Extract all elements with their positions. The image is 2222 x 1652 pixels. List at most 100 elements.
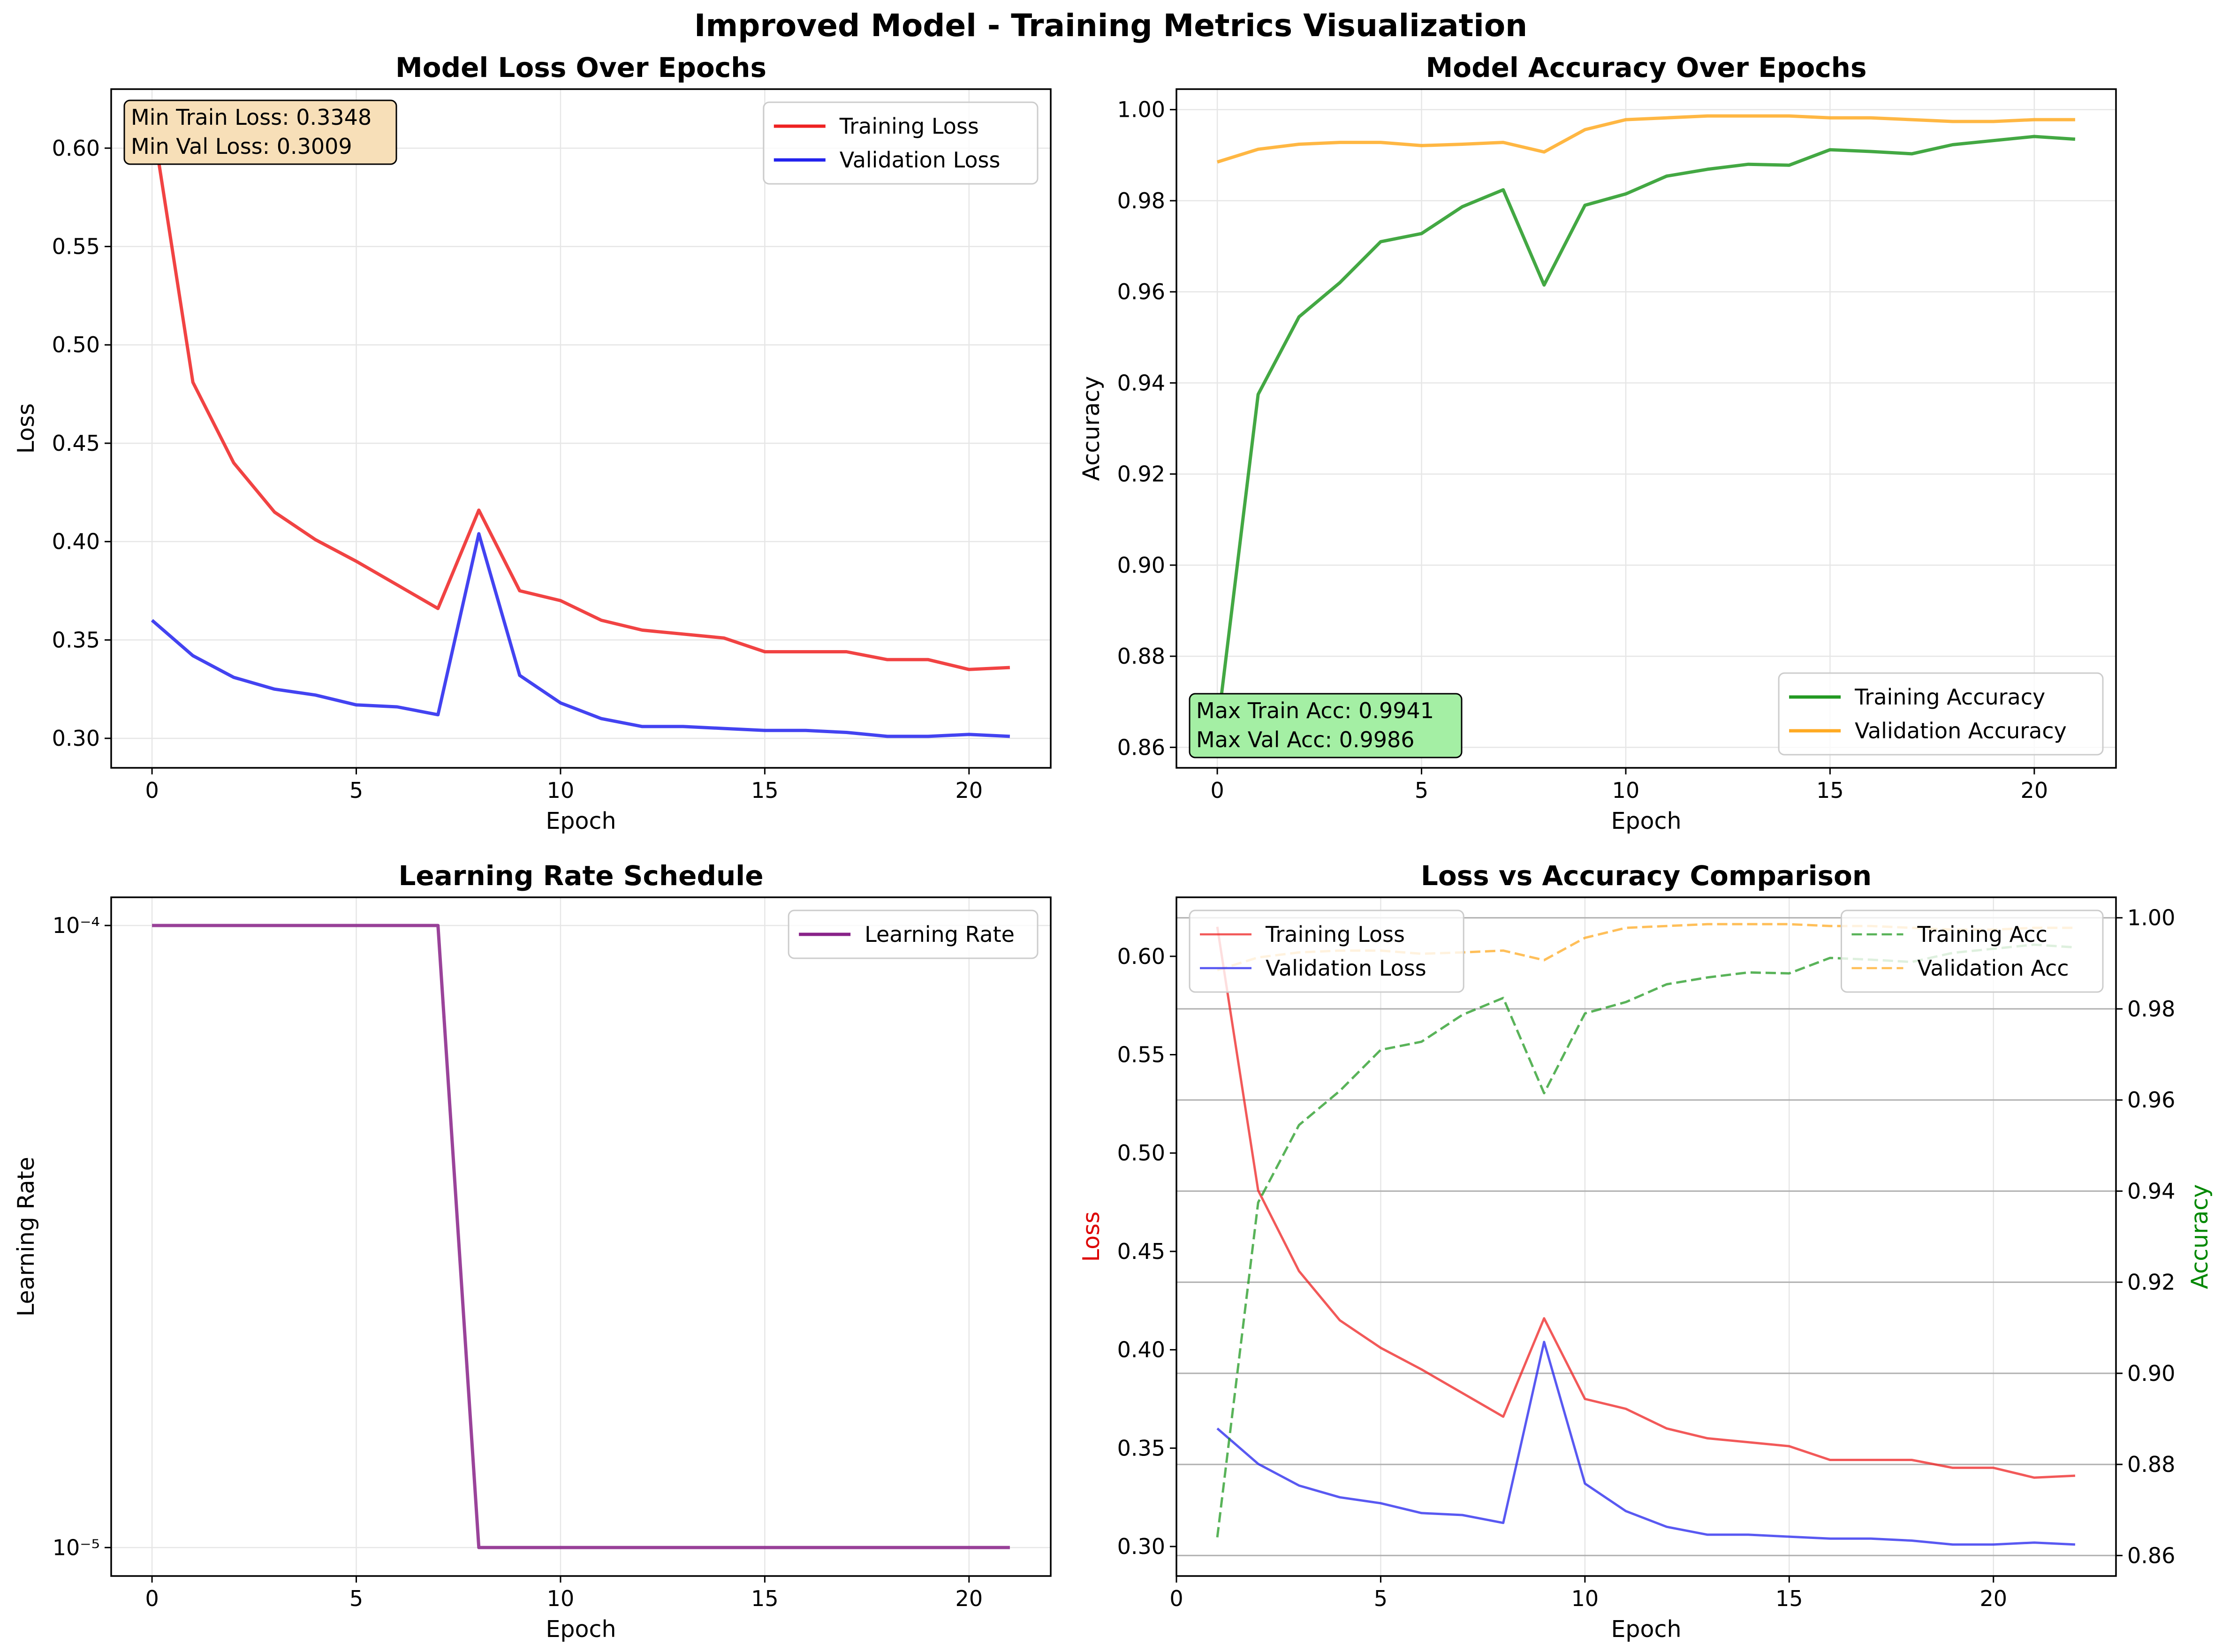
x-axis-label: Epoch — [546, 1616, 616, 1643]
y-tick-label: 1.00 — [1117, 97, 1165, 122]
x-tick-label: 5 — [1415, 778, 1428, 803]
y-tick-label: 0.45 — [1117, 1239, 1165, 1264]
y-tick-label: 10⁻⁴ — [53, 913, 100, 938]
x-tick-label: 10 — [1571, 1586, 1599, 1611]
plot-frame — [110, 896, 1052, 1577]
y-tick-label-right: 0.98 — [2127, 996, 2175, 1022]
y-axis-label: Loss — [13, 403, 39, 454]
legend-entry: Training Accuracy — [1854, 684, 2045, 710]
y-tick-label: 0.35 — [1117, 1435, 1165, 1461]
y-tick-label: 0.40 — [1117, 1337, 1165, 1363]
y-tick-label-right: 0.92 — [2127, 1270, 2175, 1295]
chart-title: Model Loss Over Epochs — [395, 52, 766, 83]
y-tick-label-right: 0.94 — [2127, 1178, 2175, 1204]
y-tick-label: 0.90 — [1117, 553, 1165, 578]
annotation-box — [1189, 693, 1463, 758]
series-line-training-loss — [1216, 926, 2076, 1479]
x-tick-label: 15 — [751, 778, 779, 803]
series-line-training-loss — [150, 118, 1010, 671]
y-tick-label: 0.60 — [1117, 944, 1165, 969]
annotation-text: Min Val Loss: 0.3009 — [131, 134, 352, 159]
legend-entry: Validation Accuracy — [1855, 718, 2067, 743]
y-tick-label-right: 0.90 — [2127, 1361, 2175, 1386]
annotation-box — [123, 99, 397, 165]
y-axis-label: Learning Rate — [13, 1157, 39, 1317]
x-tick-label: 15 — [751, 1586, 779, 1611]
annotation-text: Min Train Loss: 0.3348 — [131, 105, 372, 130]
legend-entry: Validation Acc — [1917, 955, 2069, 981]
x-tick-label: 10 — [547, 778, 575, 803]
y-tick-label: 0.30 — [52, 726, 100, 751]
chart-title: Loss vs Accuracy Comparison — [1421, 860, 1872, 892]
series-line-validation-loss — [1216, 1341, 2076, 1546]
legend-entry: Training Loss — [1265, 922, 1405, 947]
legend-box — [1189, 909, 1464, 993]
x-tick-label: 0 — [1210, 778, 1224, 803]
legend-box — [1840, 909, 2104, 993]
legend-entry: Training Loss — [839, 114, 979, 139]
x-axis-label: Epoch — [1611, 1616, 1681, 1643]
chart-title: Learning Rate Schedule — [398, 860, 763, 892]
x-tick-label: 20 — [2021, 778, 2048, 803]
series-line-validation-accuracy — [1217, 114, 2075, 164]
y-tick-label: 10⁻⁵ — [53, 1535, 100, 1560]
x-axis-label: Epoch — [546, 808, 616, 834]
y-tick-label: 0.55 — [52, 234, 100, 259]
x-tick-label: 0 — [1169, 1586, 1183, 1611]
plot-frame — [1175, 896, 2117, 1577]
x-tick-label: 20 — [956, 778, 983, 803]
x-tick-label: 15 — [1816, 778, 1844, 803]
learning-rate-chart: 0 5 10 15 20 10⁻⁴ 10⁻⁵ Learning Rate Schedule Ep… — [13, 860, 1052, 1643]
y-tick-label-right: 0.86 — [2127, 1543, 2175, 1568]
x-tick-label: 5 — [349, 1586, 363, 1611]
plot-frame — [1175, 88, 2117, 769]
legend-entry: Validation Loss — [840, 147, 1001, 173]
y-tick-label: 0.35 — [52, 627, 100, 652]
legend-box — [763, 101, 1039, 185]
series-line-training-accuracy — [1215, 135, 2076, 729]
x-tick-label: 5 — [349, 778, 363, 803]
y-tick-label: 0.60 — [52, 136, 100, 161]
y-tick-label: 0.86 — [1117, 735, 1165, 760]
x-tick-label: 20 — [956, 1586, 983, 1611]
plot-frame — [110, 88, 1052, 769]
y-tick-label-right: 1.00 — [2127, 905, 2175, 931]
y-tick-label: 0.30 — [1117, 1534, 1165, 1559]
x-tick-label: 5 — [1374, 1586, 1388, 1611]
legend-box — [1778, 672, 2104, 756]
y-tick-label: 0.50 — [52, 332, 100, 357]
y-tick-label-right: 0.88 — [2127, 1452, 2175, 1477]
legend-entry: Training Acc — [1917, 922, 2047, 947]
x-tick-label: 0 — [145, 1586, 159, 1611]
accuracy-chart: 0 5 10 15 20 0.86 0.88 0.90 0.92 0.94 0.96 0.98 1.00… — [1078, 52, 2117, 834]
y-axis-label: Accuracy — [1078, 376, 1105, 481]
chart-title: Model Accuracy Over Epochs — [1426, 52, 1867, 83]
series-line-learning-rate — [152, 924, 1010, 1549]
figure-title: Improved Model - Training Metrics Visual… — [694, 8, 1527, 44]
y-tick-label: 0.45 — [52, 431, 100, 456]
x-axis-label: Epoch — [1611, 808, 1681, 834]
y-tick-label: 0.50 — [1117, 1140, 1165, 1166]
legend-entry: Validation Loss — [1266, 955, 1426, 981]
x-tick-label: 20 — [1979, 1586, 2007, 1611]
y-tick-label: 0.96 — [1117, 279, 1165, 304]
legend-entry: Learning Rate — [865, 922, 1015, 947]
y-tick-label-right: 0.96 — [2127, 1087, 2175, 1113]
y-tick-label: 0.94 — [1117, 370, 1165, 395]
annotation-text: Max Train Acc: 0.9941 — [1196, 698, 1434, 723]
x-tick-label: 10 — [547, 1586, 575, 1611]
y-tick-label: 0.88 — [1117, 644, 1165, 669]
y-axis-label-right: Accuracy — [2186, 1184, 2213, 1289]
loss-vs-accuracy-chart: 0 5 10 15 20 0.30 0.35 0.40 0.45 0.50 0.55 0.60 0.86… — [1078, 860, 2213, 1643]
series-line-validation-loss — [151, 532, 1010, 738]
y-tick-label: 0.98 — [1117, 188, 1165, 213]
loss-chart: 0 5 10 15 20 0.30 0.35 0.40 0.45 0.50 0.55 0.60 Mode… — [13, 52, 1052, 834]
y-tick-label: 0.55 — [1117, 1042, 1165, 1068]
x-tick-label: 15 — [1775, 1586, 1803, 1611]
legend-box — [788, 909, 1039, 959]
annotation-text: Max Val Acc: 0.9986 — [1196, 727, 1415, 752]
x-tick-label: 10 — [1612, 778, 1640, 803]
y-tick-label: 0.40 — [52, 529, 100, 554]
